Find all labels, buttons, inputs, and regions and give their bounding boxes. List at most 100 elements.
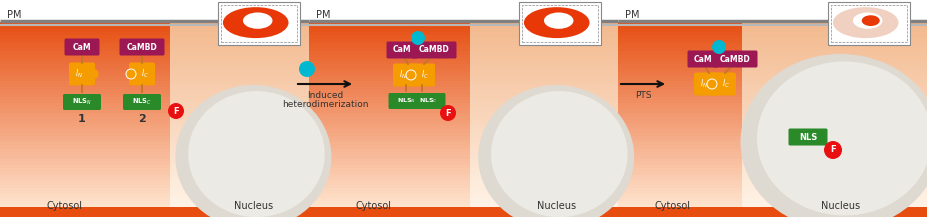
- Text: Nucleus: Nucleus: [821, 201, 860, 211]
- FancyBboxPatch shape: [63, 94, 101, 110]
- Bar: [470, 106, 618, 110]
- Bar: [309, 216, 618, 217]
- Bar: [309, 211, 618, 212]
- Bar: [618, 100, 788, 103]
- Text: PM: PM: [316, 10, 331, 20]
- Ellipse shape: [222, 7, 288, 38]
- Bar: [618, 213, 788, 217]
- Bar: [618, 151, 788, 155]
- Bar: [618, 90, 788, 94]
- Bar: [0, 215, 309, 216]
- Bar: [0, 212, 309, 213]
- Bar: [618, 216, 927, 217]
- Bar: [831, 5, 907, 42]
- Bar: [0, 125, 232, 129]
- Bar: [309, 64, 526, 67]
- Bar: [742, 135, 927, 139]
- Bar: [618, 135, 788, 139]
- Bar: [309, 209, 618, 210]
- Bar: [0, 210, 309, 211]
- Bar: [0, 129, 232, 133]
- Circle shape: [440, 105, 456, 121]
- Text: $I_N$: $I_N$: [399, 69, 407, 81]
- FancyBboxPatch shape: [688, 51, 718, 67]
- Bar: [618, 207, 927, 208]
- Bar: [309, 125, 526, 129]
- Bar: [618, 103, 788, 107]
- Bar: [309, 161, 526, 165]
- Bar: [618, 197, 788, 201]
- Bar: [309, 210, 618, 211]
- Bar: [742, 51, 927, 54]
- Bar: [470, 164, 618, 168]
- Bar: [618, 213, 927, 214]
- Bar: [170, 116, 309, 120]
- Bar: [170, 93, 309, 97]
- Bar: [309, 28, 526, 32]
- Bar: [618, 209, 927, 210]
- Bar: [309, 210, 526, 214]
- Bar: [0, 38, 232, 41]
- Bar: [470, 194, 618, 197]
- Ellipse shape: [757, 61, 927, 215]
- Bar: [470, 74, 618, 77]
- Bar: [309, 208, 618, 209]
- Text: F: F: [831, 146, 836, 155]
- Bar: [170, 213, 309, 217]
- Bar: [170, 142, 309, 146]
- Bar: [170, 155, 309, 158]
- Bar: [170, 122, 309, 126]
- Bar: [309, 204, 526, 207]
- Circle shape: [412, 69, 423, 81]
- Bar: [618, 132, 788, 136]
- Bar: [618, 96, 788, 100]
- Bar: [309, 164, 526, 168]
- Bar: [309, 215, 618, 216]
- Bar: [470, 184, 618, 188]
- Bar: [170, 145, 309, 149]
- Bar: [309, 209, 618, 210]
- Bar: [618, 138, 788, 142]
- Bar: [309, 213, 618, 214]
- Bar: [309, 44, 526, 48]
- Bar: [0, 74, 232, 77]
- Bar: [618, 142, 788, 146]
- Bar: [309, 70, 526, 74]
- Bar: [742, 41, 927, 45]
- Bar: [470, 125, 618, 129]
- Circle shape: [712, 40, 726, 54]
- Bar: [0, 207, 309, 208]
- Bar: [170, 80, 309, 84]
- Bar: [0, 100, 232, 103]
- Bar: [618, 38, 788, 41]
- Bar: [470, 57, 618, 61]
- Bar: [170, 191, 309, 194]
- Bar: [742, 109, 927, 113]
- Bar: [742, 83, 927, 87]
- Bar: [309, 208, 618, 209]
- Bar: [170, 109, 309, 113]
- Bar: [618, 212, 927, 213]
- Circle shape: [411, 31, 425, 45]
- Bar: [309, 93, 526, 97]
- Bar: [0, 215, 309, 216]
- Bar: [0, 207, 309, 208]
- Bar: [0, 132, 232, 136]
- Bar: [309, 142, 526, 146]
- Bar: [470, 197, 618, 201]
- Bar: [618, 158, 788, 162]
- Bar: [0, 216, 309, 217]
- Circle shape: [407, 71, 415, 79]
- Bar: [309, 216, 618, 217]
- Bar: [742, 191, 927, 194]
- Bar: [618, 44, 788, 48]
- Circle shape: [707, 79, 717, 89]
- Bar: [742, 119, 927, 123]
- Bar: [309, 138, 526, 142]
- Bar: [170, 96, 309, 100]
- Bar: [0, 51, 232, 54]
- Bar: [309, 194, 526, 197]
- Bar: [309, 215, 618, 216]
- Bar: [309, 96, 526, 100]
- Bar: [0, 212, 309, 213]
